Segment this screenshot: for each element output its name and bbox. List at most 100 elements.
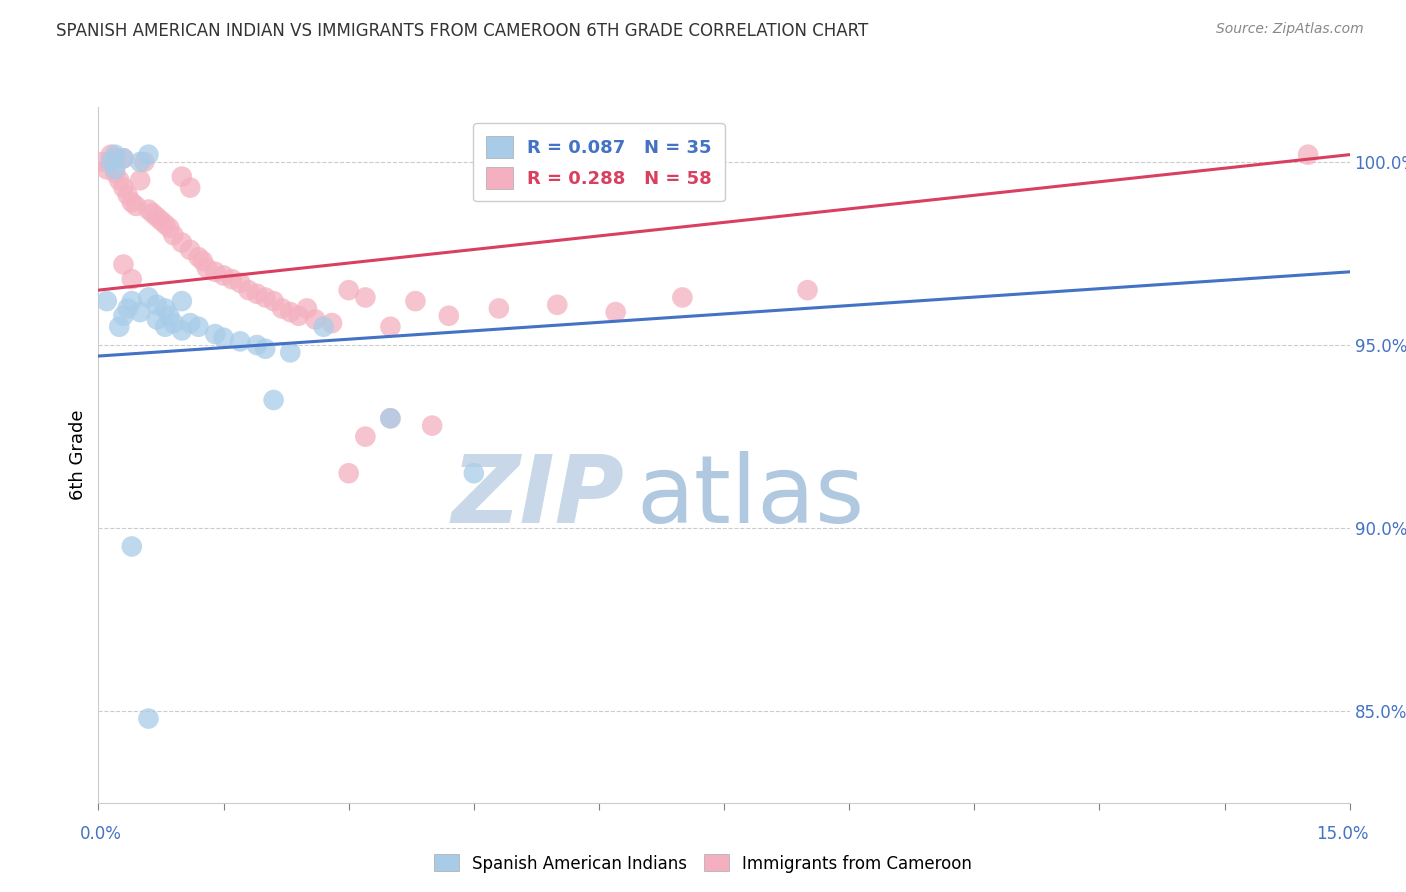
Point [100, 155, 122, 169]
Point [1296, 147, 1319, 161]
Point [254, 342, 277, 356]
Point [404, 294, 426, 309]
Point [121, 195, 143, 210]
Point [337, 283, 360, 297]
Point [463, 467, 485, 481]
Point [157, 309, 180, 323]
Point [796, 283, 818, 297]
Point [354, 290, 377, 304]
Point [121, 294, 143, 309]
Point [108, 173, 131, 187]
Point [112, 309, 135, 323]
Point [153, 301, 176, 316]
Point [162, 228, 184, 243]
Y-axis label: 6th Grade: 6th Grade [69, 409, 87, 500]
Point [134, 155, 156, 169]
Point [104, 151, 127, 165]
Point [129, 173, 152, 187]
Point [179, 316, 201, 330]
Point [112, 151, 135, 165]
Point [121, 540, 143, 554]
Point [138, 290, 160, 304]
Point [146, 298, 169, 312]
Text: Source: ZipAtlas.com: Source: ZipAtlas.com [1216, 22, 1364, 37]
Point [212, 331, 235, 345]
Point [295, 301, 318, 316]
Point [312, 319, 335, 334]
Point [117, 188, 139, 202]
Point [170, 323, 193, 337]
Point [108, 319, 131, 334]
Point [96, 294, 118, 309]
Point [112, 258, 135, 272]
Point [121, 272, 143, 286]
Point [229, 334, 252, 349]
Point [204, 265, 226, 279]
Point [104, 147, 127, 161]
Point [104, 162, 127, 177]
Point [91, 155, 114, 169]
Point [246, 286, 269, 301]
Point [195, 261, 218, 276]
Point [437, 309, 460, 323]
Point [488, 301, 510, 316]
Point [546, 298, 568, 312]
Point [191, 253, 214, 268]
Legend: R = 0.087   N = 35, R = 0.288   N = 58: R = 0.087 N = 35, R = 0.288 N = 58 [474, 123, 724, 202]
Point [112, 151, 135, 165]
Legend: Spanish American Indians, Immigrants from Cameroon: Spanish American Indians, Immigrants fro… [427, 847, 979, 880]
Point [263, 294, 285, 309]
Point [96, 162, 118, 177]
Point [246, 338, 269, 352]
Point [129, 305, 152, 319]
Point [287, 309, 309, 323]
Point [146, 210, 169, 224]
Point [321, 316, 343, 330]
Point [125, 199, 148, 213]
Point [129, 155, 152, 169]
Point [153, 319, 176, 334]
Point [605, 305, 627, 319]
Point [337, 467, 360, 481]
Point [142, 206, 165, 220]
Point [146, 312, 169, 326]
Point [204, 327, 226, 342]
Point [112, 180, 135, 194]
Point [100, 147, 122, 161]
Point [170, 294, 193, 309]
Point [263, 392, 285, 407]
Point [138, 147, 160, 161]
Point [278, 345, 301, 359]
Point [187, 319, 209, 334]
Point [179, 180, 201, 194]
Point [104, 166, 127, 180]
Point [229, 276, 252, 290]
Point [221, 272, 243, 286]
Point [380, 411, 402, 425]
Point [671, 290, 693, 304]
Point [150, 213, 173, 227]
Point [238, 283, 260, 297]
Point [254, 290, 277, 304]
Point [420, 418, 443, 433]
Point [278, 305, 301, 319]
Point [179, 243, 201, 257]
Text: SPANISH AMERICAN INDIAN VS IMMIGRANTS FROM CAMEROON 6TH GRADE CORRELATION CHART: SPANISH AMERICAN INDIAN VS IMMIGRANTS FR… [56, 22, 869, 40]
Point [162, 316, 184, 330]
Point [170, 169, 193, 184]
Point [138, 712, 160, 726]
Text: ZIP: ZIP [451, 450, 624, 542]
Text: atlas: atlas [637, 450, 865, 542]
Point [157, 220, 180, 235]
Point [354, 429, 377, 443]
Point [380, 411, 402, 425]
Point [380, 319, 402, 334]
Point [187, 250, 209, 264]
Text: 0.0%: 0.0% [80, 825, 122, 843]
Text: 15.0%: 15.0% [1316, 825, 1369, 843]
Point [117, 301, 139, 316]
Point [212, 268, 235, 283]
Point [271, 301, 294, 316]
Point [153, 217, 176, 231]
Point [304, 312, 326, 326]
